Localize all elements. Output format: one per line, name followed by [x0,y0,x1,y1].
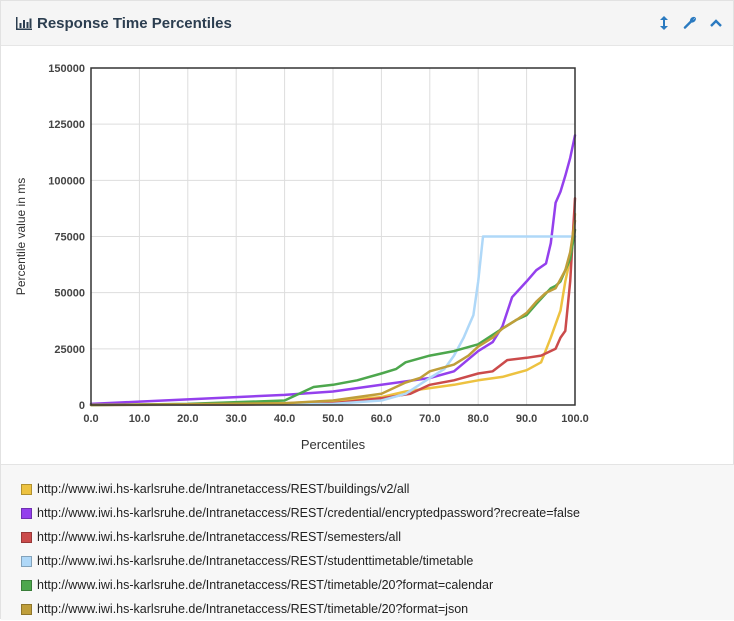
y-tick-label: 25000 [54,344,85,356]
legend-label: http://www.iwi.hs-karlsruhe.de/Intraneta… [37,482,410,496]
y-tick-labels: 0 25000 50000 75000 100000 125000 150000 [48,63,85,412]
legend-label: http://www.iwi.hs-karlsruhe.de/Intraneta… [37,578,494,592]
legend-item[interactable]: http://www.iwi.hs-karlsruhe.de/Intraneta… [1,549,734,573]
panel-title: Response Time Percentiles [37,15,232,32]
x-tick-label: 50.0 [322,413,343,425]
legend-label: http://www.iwi.hs-karlsruhe.de/Intraneta… [37,554,474,568]
series-line-3 [89,197,577,407]
wrench-icon[interactable] [683,15,697,31]
x-tick-label: 70.0 [419,413,440,425]
percentile-chart: 0.0 10.0 20.0 30.0 40.0 50.0 60.0 70.0 80.0 90.0 1… [14,63,589,452]
panel-tools [657,15,723,31]
legend-swatch [21,483,32,495]
x-tick-label: 40.0 [274,413,295,425]
legend-swatch [21,579,32,591]
x-tick-label: 90.0 [516,413,537,425]
chevron-up-icon[interactable] [709,15,723,31]
x-tick-labels: 0.0 10.0 20.0 30.0 40.0 50.0 60.0 70.0 80.0 90.0 1… [83,413,588,425]
legend-item[interactable]: http://www.iwi.hs-karlsruhe.de/Intraneta… [1,573,734,597]
y-axis-label: Percentile value in ms [14,178,28,295]
x-tick-label: 30.0 [225,413,246,425]
legend-label: http://www.iwi.hs-karlsruhe.de/Intraneta… [37,530,402,544]
x-tick-label: 20.0 [177,413,198,425]
bar-chart-icon [16,17,32,30]
panel-header: Response Time Percentiles [1,1,733,46]
legend-label: http://www.iwi.hs-karlsruhe.de/Intraneta… [37,602,469,616]
chart-area: 0.0 10.0 20.0 30.0 40.0 50.0 60.0 70.0 80.0 90.0 1… [1,46,734,464]
x-axis-label: Percentiles [301,437,366,452]
legend-item[interactable]: http://www.iwi.hs-karlsruhe.de/Intraneta… [1,525,734,549]
legend-swatch [21,555,32,567]
x-tick-label: 60.0 [371,413,392,425]
y-tick-label: 75000 [54,232,85,244]
resize-icon[interactable] [657,15,671,31]
legend-item[interactable]: http://www.iwi.hs-karlsruhe.de/Intraneta… [1,501,734,525]
legend-swatch [21,531,32,543]
x-tick-label: 0.0 [83,413,98,425]
series-line-6 [89,219,577,407]
legend-label: http://www.iwi.hs-karlsruhe.de/Intraneta… [37,506,580,520]
chart-legend: http://www.iwi.hs-karlsruhe.de/Intraneta… [1,464,734,620]
x-tick-label: 100.0 [561,413,589,425]
y-tick-label: 125000 [48,119,85,131]
y-tick-label: 0 [79,400,85,412]
legend-swatch [21,507,32,519]
plot-border [90,67,576,406]
series-line-4 [89,235,577,407]
y-tick-label: 50000 [54,288,85,300]
legend-item[interactable]: http://www.iwi.hs-karlsruhe.de/Intraneta… [1,477,734,501]
y-tick-label: 150000 [48,63,85,75]
legend-swatch [21,603,32,615]
legend-item[interactable]: http://www.iwi.hs-karlsruhe.de/Intraneta… [1,597,734,621]
y-tick-label: 100000 [48,175,85,187]
series-lines [89,134,577,407]
x-tick-label: 10.0 [129,413,150,425]
x-tick-label: 80.0 [467,413,488,425]
